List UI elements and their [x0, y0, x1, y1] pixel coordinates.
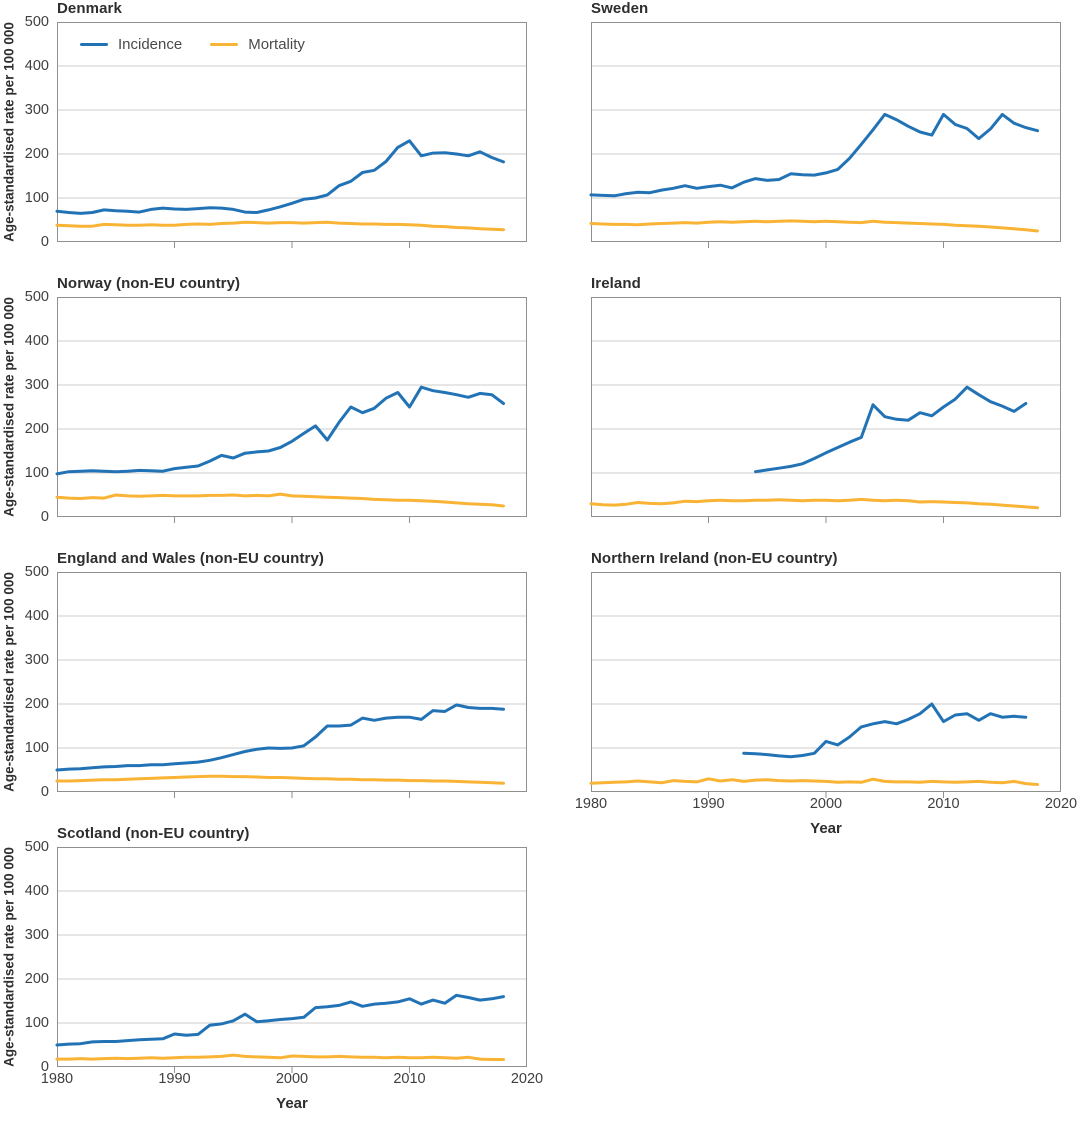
x-tick-label-2020: 2020 — [510, 1071, 544, 1087]
panel-denmark: Denmark Age-standardised rate per 100 00… — [0, 0, 540, 260]
plot-scotland — [55, 847, 527, 1073]
plot-canvas-sweden — [589, 22, 1061, 248]
x-tick-label-2000: 2000 — [809, 796, 843, 812]
panel-title-denmark: Denmark — [57, 0, 122, 17]
y-tick-label-500: 500 — [24, 839, 49, 855]
y-tick-label-100: 100 — [24, 1015, 49, 1031]
y-tick-label-0: 0 — [40, 234, 49, 250]
panel-northern-ireland: Northern Ireland (non-EU country) Year 1… — [575, 550, 1080, 850]
y-tick-label-400: 400 — [24, 608, 49, 624]
plot-frame — [57, 847, 527, 1067]
y-tick-label-300: 300 — [24, 377, 49, 393]
mortality-line-scotland — [55, 1053, 505, 1061]
panel-norway: Norway (non-EU country) Age-standardised… — [0, 275, 540, 535]
legend-label-incidence: Incidence — [118, 36, 183, 53]
plot-canvas-england-wales — [55, 572, 527, 798]
plot-canvas-norway — [55, 297, 527, 523]
y-axis-label: Age-standardised rate per 100 000 — [1, 22, 17, 242]
x-tick-label-2010: 2010 — [927, 796, 960, 812]
mortality-line-ireland — [589, 497, 1039, 510]
incidence-line-scotland — [55, 993, 505, 1047]
y-tick-label-300: 300 — [24, 102, 49, 118]
legend-item-mortality: Mortality — [210, 36, 305, 53]
plot-denmark — [55, 22, 527, 248]
plot-frame — [57, 22, 527, 242]
y-tick-label-100: 100 — [24, 465, 49, 481]
mortality-line-denmark — [55, 220, 505, 232]
x-tick-label-2020: 2020 — [1044, 796, 1078, 812]
plot-frame — [591, 22, 1061, 242]
y-tick-label-0: 0 — [40, 509, 49, 525]
y-tick-label-0: 0 — [40, 784, 49, 800]
panel-sweden: Sweden — [575, 0, 1080, 260]
panel-title-sweden: Sweden — [591, 0, 649, 17]
plot-england-wales — [55, 572, 527, 798]
panel-title-norway: Norway (non-EU country) — [57, 275, 241, 292]
y-tick-label-200: 200 — [24, 971, 49, 987]
x-axis-label: Year — [276, 1095, 308, 1112]
mortality-line-northern-ireland — [589, 777, 1039, 786]
plot-norway — [55, 297, 527, 523]
y-tick-label-400: 400 — [24, 58, 49, 74]
y-tick-label-400: 400 — [24, 333, 49, 349]
plot-frame — [57, 572, 527, 792]
y-tick-label-200: 200 — [24, 696, 49, 712]
mortality-line-swatch — [210, 43, 239, 46]
y-tick-label-500: 500 — [24, 289, 49, 305]
incidence-line-ireland — [754, 385, 1028, 474]
y-tick-label-100: 100 — [24, 190, 49, 206]
x-tick-label-1990: 1990 — [158, 1071, 191, 1087]
panel-title-scotland: Scotland (non-EU country) — [57, 825, 250, 842]
panel-title-ireland: Ireland — [591, 275, 641, 292]
legend-label-mortality: Mortality — [248, 36, 305, 53]
panel-scotland: Scotland (non-EU country) Age-standardis… — [0, 825, 544, 1124]
incidence-line-england-wales — [55, 703, 505, 772]
plot-frame — [57, 297, 527, 517]
x-tick-label-1990: 1990 — [692, 796, 725, 812]
y-tick-label-500: 500 — [24, 564, 49, 580]
plot-canvas-ireland — [589, 297, 1061, 523]
incidence-line-denmark — [55, 139, 505, 215]
plot-canvas-scotland — [55, 847, 527, 1073]
plot-northern-ireland — [589, 572, 1061, 798]
mortality-line-norway — [55, 492, 505, 508]
x-tick-label-1980: 1980 — [574, 796, 608, 812]
legend-item-incidence: Incidence — [80, 36, 182, 53]
incidence-line-sweden — [589, 112, 1039, 198]
y-axis-label: Age-standardised rate per 100 000 — [1, 847, 17, 1067]
incidence-line-northern-ireland — [742, 702, 1028, 759]
y-tick-label-400: 400 — [24, 883, 49, 899]
mortality-line-england-wales — [55, 774, 505, 785]
mortality-line-sweden — [589, 219, 1039, 233]
x-tick-label-1980: 1980 — [40, 1071, 74, 1087]
x-tick-label-2000: 2000 — [275, 1071, 309, 1087]
plot-canvas-northern-ireland — [589, 572, 1061, 798]
y-tick-label-300: 300 — [24, 927, 49, 943]
plot-frame — [591, 572, 1061, 792]
panel-title-northern-ireland: Northern Ireland (non-EU country) — [591, 550, 838, 567]
y-tick-label-100: 100 — [24, 740, 49, 756]
x-tick-label-2010: 2010 — [393, 1071, 426, 1087]
plot-canvas-denmark — [55, 22, 527, 248]
x-axis-label: Year — [810, 820, 842, 837]
plot-ireland — [589, 297, 1061, 523]
incidence-line-swatch — [80, 43, 108, 46]
plot-frame — [591, 297, 1061, 517]
y-tick-label-0: 0 — [40, 1059, 49, 1075]
y-axis-label: Age-standardised rate per 100 000 — [1, 572, 17, 792]
panel-title-england-wales: England and Wales (non-EU country) — [57, 550, 325, 567]
incidence-line-norway — [55, 385, 505, 476]
plot-sweden — [589, 22, 1061, 248]
y-tick-label-200: 200 — [24, 146, 49, 162]
legend: Incidence Mortality — [80, 36, 323, 53]
panel-ireland: Ireland — [575, 275, 1080, 535]
y-axis-label: Age-standardised rate per 100 000 — [1, 297, 17, 517]
y-tick-label-300: 300 — [24, 652, 49, 668]
y-tick-label-500: 500 — [24, 14, 49, 30]
y-tick-label-200: 200 — [24, 421, 49, 437]
panel-england-wales: England and Wales (non-EU country) Age-s… — [0, 550, 540, 810]
